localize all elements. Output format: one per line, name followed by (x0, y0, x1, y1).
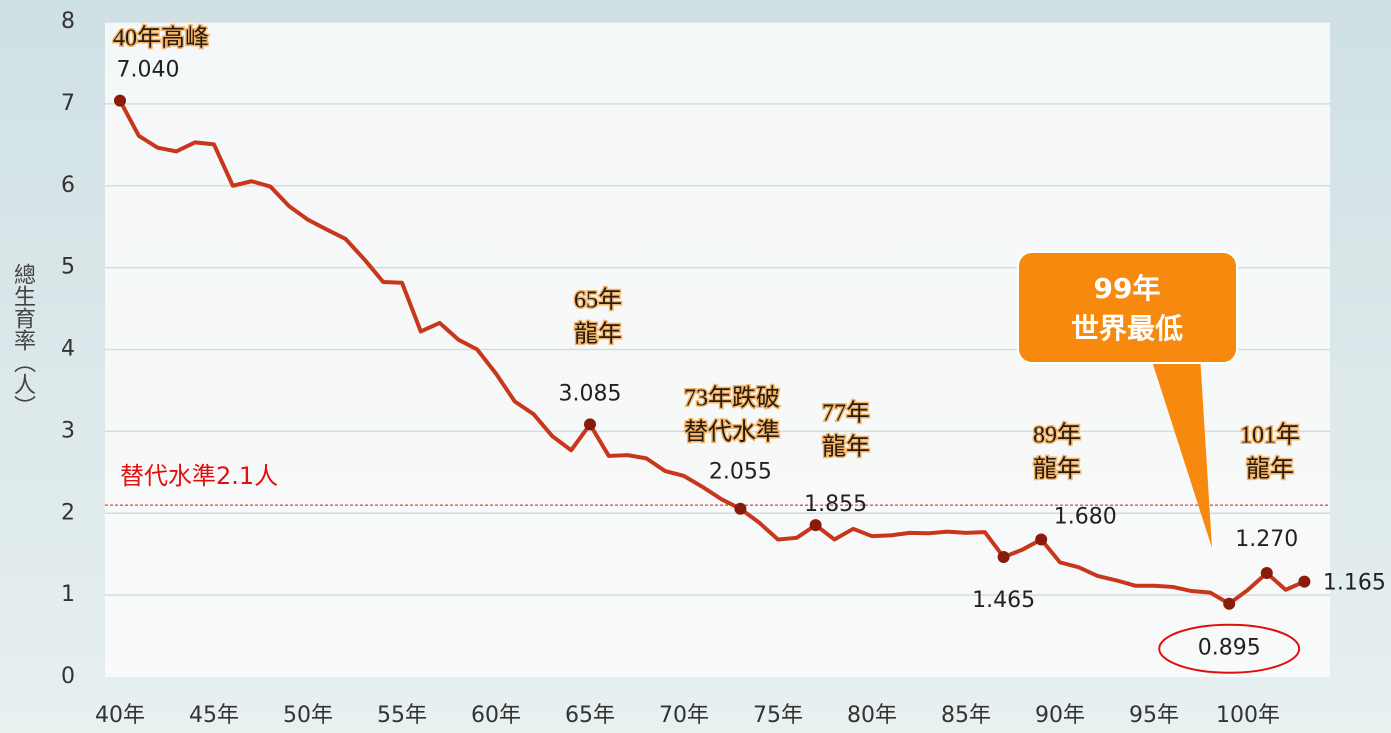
x-tick-label: 65年 (565, 703, 615, 728)
annotation: 龍年 (1246, 456, 1294, 483)
y-tick-label: 3 (61, 418, 75, 443)
point-marker (1298, 575, 1311, 588)
annotation: 龍年 (1033, 456, 1081, 483)
data-label: 7.040 (117, 58, 180, 83)
point-marker (114, 94, 126, 107)
x-tick-label: 50年 (283, 703, 333, 728)
data-label: 1.680 (1054, 504, 1117, 529)
point-marker (734, 502, 747, 515)
y-tick-label: 2 (61, 500, 75, 525)
callout-pointer (1150, 355, 1212, 548)
annotation: 73年跌破 (684, 385, 780, 412)
y-tick-label: 7 (61, 91, 75, 116)
x-tick-label: 60年 (471, 703, 521, 728)
annotation: 65年 (574, 287, 622, 314)
y-tick-label: 8 (61, 9, 75, 34)
point-marker (809, 519, 822, 532)
x-tick-label: 100年 (1216, 703, 1280, 728)
y-tick-label: 5 (61, 255, 75, 280)
x-tick-label: 75年 (753, 703, 803, 728)
y-axis-title: 總生育率（人） (10, 263, 36, 417)
x-tick-label: 80年 (847, 703, 897, 728)
annotation: 龍年 (822, 434, 870, 461)
data-label: 2.055 (709, 460, 772, 485)
x-tick-label: 45年 (189, 703, 239, 728)
data-label: 1.855 (804, 492, 867, 517)
data-label: 3.085 (559, 381, 622, 406)
callout-text: 99年 (1094, 272, 1161, 305)
annotation: 40年高峰 (113, 25, 209, 52)
data-label: 0.895 (1198, 636, 1261, 661)
data-label: 1.165 (1323, 571, 1386, 596)
annotation: 89年 (1033, 422, 1081, 449)
reference-label: 替代水準2.1人 (120, 462, 278, 490)
point-marker (584, 418, 596, 431)
annotation: 龍年 (574, 321, 622, 348)
x-tick-label: 55年 (377, 703, 427, 728)
x-tick-label: 95年 (1129, 703, 1179, 728)
x-tick-label: 40年 (95, 703, 145, 728)
annotation: 77年 (822, 400, 870, 427)
data-label: 1.270 (1235, 527, 1298, 552)
highlight-circle (1158, 623, 1301, 674)
line-series (118, 99, 1306, 606)
annotation: 101年 (1240, 422, 1300, 449)
y-tick-label: 4 (61, 337, 75, 362)
y-tick-label: 1 (61, 582, 75, 607)
annotation: 替代水準 (684, 419, 780, 446)
x-tick-label: 85年 (941, 703, 991, 728)
y-tick-label: 0 (61, 664, 75, 689)
y-tick-label: 6 (61, 173, 75, 198)
point-marker (1260, 567, 1273, 580)
point-marker (1035, 533, 1048, 546)
x-tick-label: 90年 (1035, 703, 1085, 728)
callout-box (1017, 251, 1238, 364)
point-marker (1223, 597, 1236, 610)
x-tick-label: 70年 (659, 703, 709, 728)
point-marker (997, 551, 1010, 564)
data-label: 1.465 (972, 588, 1035, 613)
callout-text: 世界最低 (1071, 312, 1183, 345)
